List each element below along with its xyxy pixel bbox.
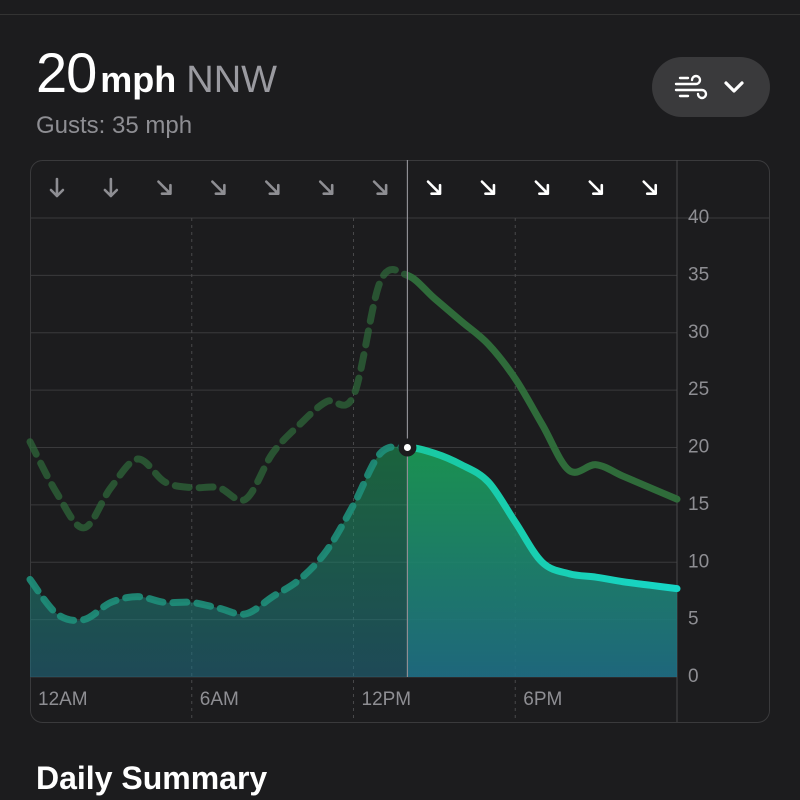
- arrow-shape: [642, 180, 657, 195]
- y-tick-label: 5: [688, 609, 699, 630]
- wind-direction: NNW: [186, 59, 278, 101]
- direction-arrow: [588, 180, 604, 195]
- current-wind: 20 mph NNW: [36, 40, 277, 105]
- y-tick-label: 15: [688, 494, 709, 515]
- area-past: [30, 446, 408, 677]
- x-tick-label: 12AM: [38, 689, 88, 710]
- y-tick-label: 20: [688, 437, 709, 458]
- wind-icon: [674, 74, 708, 100]
- y-tick-label: 35: [688, 264, 709, 285]
- line-past: [26, 266, 408, 532]
- arrow-shape: [49, 177, 65, 198]
- y-tick-label: 25: [688, 379, 709, 400]
- area-future: [407, 447, 677, 677]
- arrow-shape: [534, 180, 550, 195]
- direction-arrow: [264, 180, 280, 195]
- arrow-shape: [264, 180, 280, 195]
- arrow-shape: [480, 180, 496, 195]
- direction-arrow: [372, 180, 388, 195]
- separator: [0, 14, 800, 15]
- line-future: [407, 443, 681, 593]
- x-tick-label: 12PM: [362, 689, 412, 710]
- y-tick-label: 0: [688, 666, 699, 687]
- y-tick-label: 10: [688, 551, 709, 572]
- arrow-shape: [318, 180, 334, 195]
- x-tick-label: 6PM: [523, 689, 562, 710]
- direction-arrow: [318, 180, 334, 195]
- direction-arrow: [642, 180, 657, 195]
- line-future: [407, 271, 681, 503]
- direction-arrow: [157, 180, 172, 195]
- arrow-shape: [426, 180, 442, 195]
- arrow-shape: [157, 180, 172, 195]
- direction-arrow: [103, 177, 119, 198]
- direction-arrow: [534, 180, 550, 195]
- wind-speed: 20: [36, 41, 97, 104]
- now-marker: [398, 438, 417, 457]
- direction-arrow: [49, 177, 65, 198]
- x-tick-label: 6AM: [200, 689, 239, 710]
- arrow-shape: [588, 180, 604, 195]
- section-title: Daily Summary: [36, 760, 268, 796]
- arrow-shape: [103, 177, 119, 198]
- line-past: [26, 443, 408, 624]
- y-tick-label: 30: [688, 322, 709, 343]
- direction-arrow: [480, 180, 496, 195]
- direction-arrow: [211, 180, 226, 195]
- direction-arrow: [426, 180, 442, 195]
- button-icons: [674, 74, 744, 100]
- wind-unit: mph: [100, 59, 177, 100]
- y-tick-label: 40: [688, 207, 709, 228]
- arrow-shape: [211, 180, 226, 195]
- chevron: [724, 81, 744, 93]
- metric-menu-button[interactable]: [652, 57, 770, 117]
- now-marker-dot: [403, 444, 411, 451]
- arrow-shape: [372, 180, 388, 195]
- gusts: Gusts: 35 mph: [36, 112, 193, 139]
- chart-card: [30, 160, 770, 723]
